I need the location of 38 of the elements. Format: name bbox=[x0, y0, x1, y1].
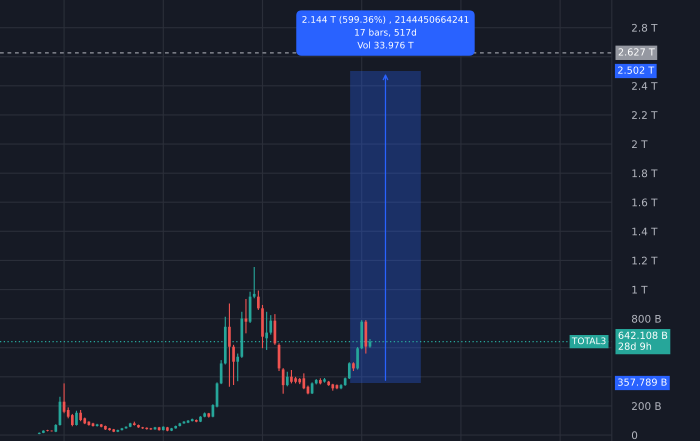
y-tick-label: 1.8 T bbox=[632, 169, 658, 178]
candlestick bbox=[302, 372, 306, 390]
y-tick-label: 2.8 T bbox=[632, 24, 658, 32]
y-tick-label: 1 T bbox=[632, 286, 648, 294]
text: 2.502 T bbox=[618, 66, 654, 74]
candlestick bbox=[269, 314, 272, 336]
ref-line-label: 2.627 T bbox=[618, 48, 655, 56]
candlestick bbox=[348, 362, 351, 380]
annotation: TOTAL3 bbox=[572, 337, 606, 344]
candlestick bbox=[290, 369, 293, 384]
candlestick bbox=[310, 382, 314, 395]
candlestick bbox=[75, 410, 78, 426]
y-tick-label: 1.2 T bbox=[632, 256, 658, 264]
candlestick bbox=[58, 396, 62, 426]
ref-line-label: 642.108 B 28d 9h bbox=[618, 332, 668, 350]
y-tick-label: 1.4 T bbox=[632, 228, 658, 236]
candlestick bbox=[278, 342, 280, 372]
y-tick-label: 2 T bbox=[632, 140, 648, 148]
candlestick bbox=[232, 344, 235, 386]
y-tick-label: 0 bbox=[632, 431, 638, 440]
candlestick bbox=[356, 346, 359, 370]
candlestick bbox=[244, 298, 248, 334]
y-tick-label: 2.2 T bbox=[632, 111, 658, 119]
candlestick bbox=[220, 360, 222, 385]
candlestick bbox=[257, 290, 260, 310]
annotation: 2.144 T (599.36%) , 2144450664241 17 bars, 517d Vol 33.976 T bbox=[302, 16, 468, 49]
y-tick-label: 800 B bbox=[632, 314, 661, 323]
candlestick bbox=[79, 409, 82, 422]
candlestick bbox=[282, 368, 285, 394]
candlestick bbox=[71, 413, 74, 427]
y-tick-label: 2.4 T bbox=[632, 82, 658, 90]
candlestick bbox=[274, 314, 276, 346]
text: 357.789 B bbox=[618, 378, 667, 386]
candlestick bbox=[286, 371, 289, 387]
candlestick bbox=[228, 302, 231, 388]
y-tick-label: 1.6 T bbox=[632, 198, 658, 206]
candlestick bbox=[62, 382, 66, 414]
y-tick-label: 200 B bbox=[632, 402, 661, 410]
